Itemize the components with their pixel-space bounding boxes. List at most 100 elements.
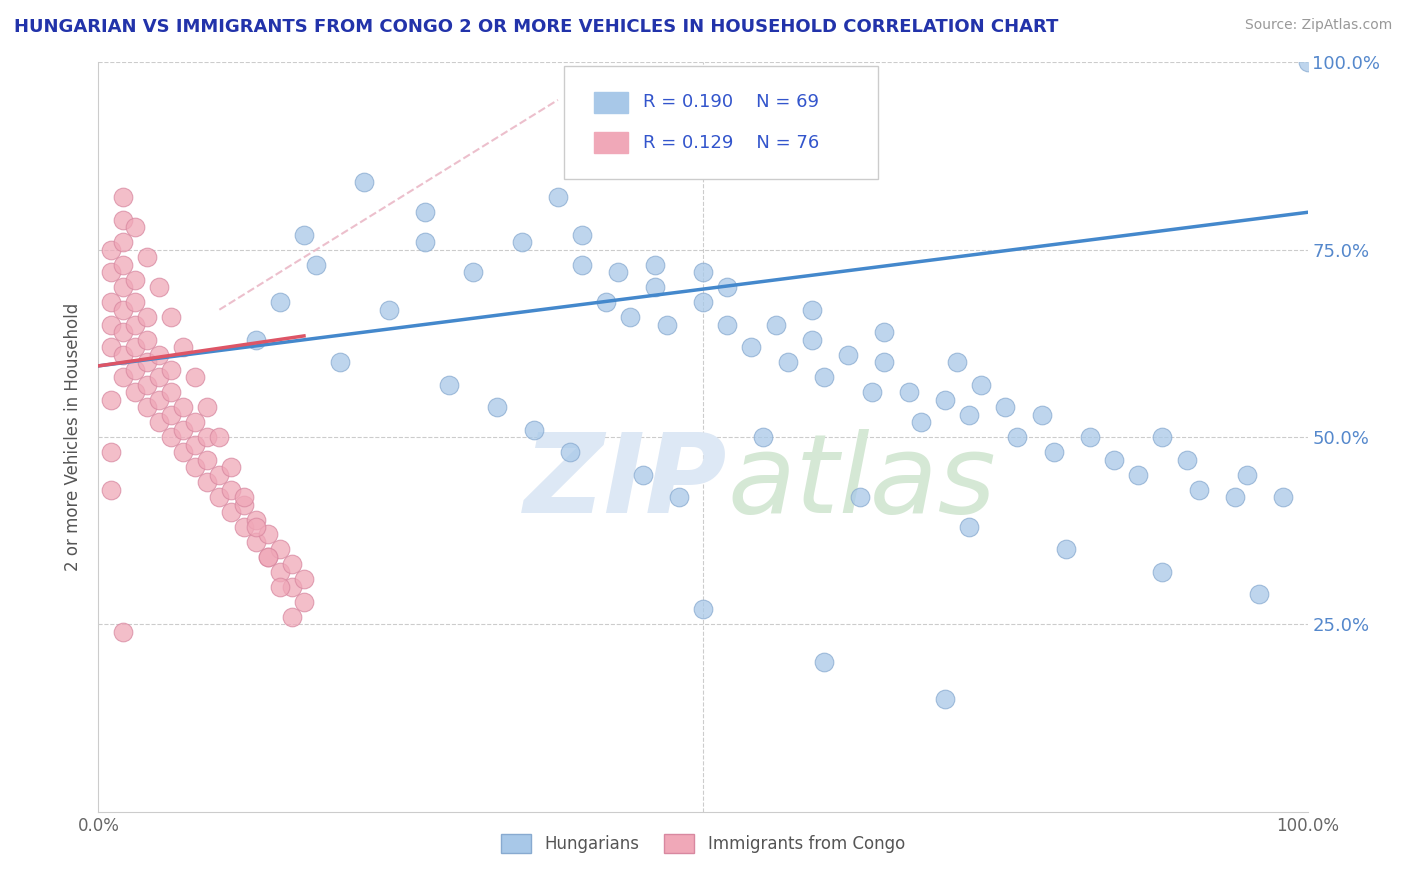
Y-axis label: 2 or more Vehicles in Household: 2 or more Vehicles in Household — [65, 303, 83, 571]
Point — [221, 505, 243, 519]
Point — [619, 310, 641, 325]
Point — [897, 385, 920, 400]
Point — [994, 400, 1017, 414]
Point — [644, 258, 666, 272]
Point — [571, 258, 593, 272]
Point — [124, 385, 146, 400]
Bar — [595, 92, 628, 112]
Bar — [595, 132, 628, 153]
Point — [752, 430, 775, 444]
Point — [692, 602, 714, 616]
Point — [292, 573, 315, 587]
Point — [957, 520, 980, 534]
Point — [813, 370, 835, 384]
Point — [813, 655, 835, 669]
Point — [232, 520, 254, 534]
Point — [100, 483, 122, 497]
Point — [1249, 587, 1271, 601]
Point — [100, 340, 122, 354]
Point — [765, 318, 787, 332]
Point — [245, 512, 267, 526]
Point — [148, 280, 170, 294]
Point — [292, 595, 315, 609]
Point — [692, 295, 714, 310]
Point — [135, 310, 157, 325]
Point — [1272, 490, 1295, 504]
Point — [269, 295, 291, 310]
Point — [1223, 490, 1246, 504]
Point — [245, 520, 267, 534]
Point — [221, 483, 243, 497]
Point — [195, 475, 218, 489]
Point — [100, 295, 122, 310]
Point — [160, 362, 183, 376]
Point — [934, 692, 956, 706]
Point — [124, 340, 146, 354]
Point — [256, 549, 278, 564]
Point — [523, 423, 546, 437]
Point — [377, 302, 399, 317]
Point — [1152, 430, 1174, 444]
Text: atlas: atlas — [727, 428, 995, 535]
Point — [1054, 542, 1077, 557]
FancyBboxPatch shape — [564, 66, 879, 178]
Point — [100, 392, 122, 407]
Point — [269, 565, 291, 579]
Point — [111, 302, 134, 317]
Point — [970, 377, 993, 392]
Point — [160, 385, 183, 400]
Point — [281, 610, 304, 624]
Point — [934, 392, 956, 407]
Text: R = 0.129    N = 76: R = 0.129 N = 76 — [643, 134, 818, 152]
Point — [860, 385, 883, 400]
Point — [245, 535, 267, 549]
Point — [172, 445, 194, 459]
Point — [837, 348, 859, 362]
Point — [184, 415, 207, 429]
Point — [195, 452, 218, 467]
Point — [172, 400, 194, 414]
Point — [692, 265, 714, 279]
Point — [111, 190, 134, 204]
Point — [1296, 55, 1319, 70]
Point — [232, 490, 254, 504]
Point — [413, 235, 436, 250]
Point — [256, 527, 278, 541]
Point — [124, 318, 146, 332]
Point — [135, 400, 157, 414]
Point — [111, 325, 134, 339]
Point — [100, 318, 122, 332]
Point — [946, 355, 969, 369]
Point — [716, 280, 738, 294]
Point — [184, 437, 207, 451]
Point — [281, 580, 304, 594]
Point — [329, 355, 352, 369]
Point — [1078, 430, 1101, 444]
Point — [124, 362, 146, 376]
Text: ZIP: ZIP — [523, 428, 727, 535]
Point — [437, 377, 460, 392]
Point — [1236, 467, 1258, 482]
Point — [463, 265, 485, 279]
Point — [269, 580, 291, 594]
Point — [1042, 445, 1064, 459]
Point — [1007, 430, 1029, 444]
Point — [208, 467, 231, 482]
Point — [800, 302, 823, 317]
Point — [195, 430, 218, 444]
Point — [776, 355, 799, 369]
Point — [100, 243, 122, 257]
Point — [221, 460, 243, 475]
Point — [195, 400, 218, 414]
Point — [172, 423, 194, 437]
Point — [256, 549, 278, 564]
Point — [413, 205, 436, 219]
Point — [292, 227, 315, 242]
Point — [1128, 467, 1150, 482]
Point — [1152, 565, 1174, 579]
Point — [124, 273, 146, 287]
Point — [644, 280, 666, 294]
Point — [135, 355, 157, 369]
Point — [148, 370, 170, 384]
Point — [849, 490, 872, 504]
